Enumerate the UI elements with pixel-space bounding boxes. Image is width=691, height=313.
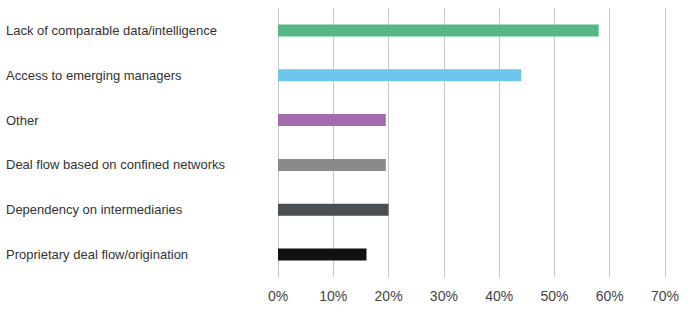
svg-text:Deal flow based on confined ne: Deal flow based on confined networks xyxy=(6,157,225,172)
svg-text:Lack of comparable data/intell: Lack of comparable data/intelligence xyxy=(6,23,217,38)
svg-text:30%: 30% xyxy=(430,288,458,304)
svg-text:Access to emerging managers: Access to emerging managers xyxy=(6,68,182,83)
svg-text:20%: 20% xyxy=(375,288,403,304)
svg-text:Dependency on intermediaries: Dependency on intermediaries xyxy=(6,202,183,217)
svg-text:Proprietary deal flow/originat: Proprietary deal flow/origination xyxy=(6,247,188,262)
svg-text:0%: 0% xyxy=(268,288,288,304)
svg-text:Other: Other xyxy=(6,113,39,128)
svg-text:50%: 50% xyxy=(540,288,568,304)
svg-text:70%: 70% xyxy=(651,288,679,304)
svg-text:40%: 40% xyxy=(485,288,513,304)
svg-text:10%: 10% xyxy=(319,288,347,304)
svg-text:60%: 60% xyxy=(596,288,624,304)
